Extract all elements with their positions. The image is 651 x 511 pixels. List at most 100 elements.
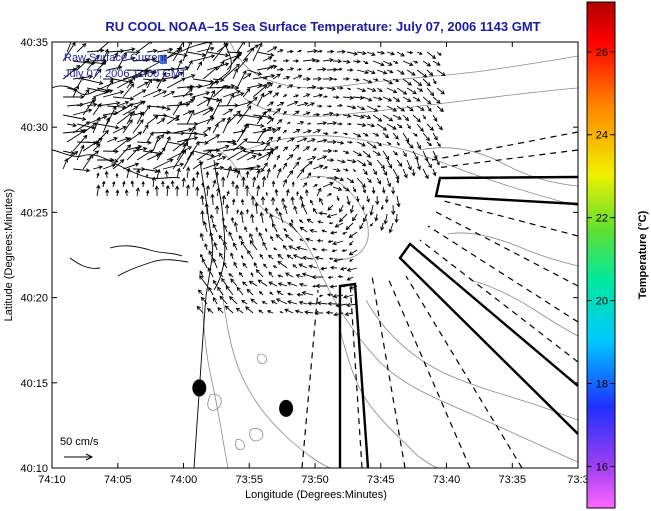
current-arrow	[319, 197, 324, 206]
current-arrow	[372, 96, 383, 101]
current-arrow	[282, 178, 288, 188]
current-arrow	[182, 87, 193, 98]
current-arrow	[298, 219, 304, 224]
current-arrow	[286, 121, 291, 125]
current-arrow	[316, 301, 328, 306]
current-arrow	[337, 103, 343, 108]
current-arrow	[276, 49, 284, 53]
current-arrow	[347, 122, 352, 126]
current-arrow	[216, 118, 226, 125]
current-arrow	[176, 59, 183, 71]
current-arrow	[432, 114, 438, 123]
current-arrow	[193, 132, 209, 137]
current-arrow	[175, 185, 180, 197]
current-arrow	[196, 97, 211, 107]
current-arrow	[186, 59, 193, 71]
current-arrow	[206, 134, 221, 143]
current-arrow	[221, 176, 226, 188]
current-arrow	[205, 170, 210, 179]
current-arrow	[66, 151, 79, 161]
current-arrow	[299, 238, 304, 242]
current-arrow	[432, 168, 437, 177]
current-arrow	[142, 88, 162, 98]
current-arrow	[292, 264, 298, 269]
current-arrow	[231, 180, 235, 188]
current-arrow	[307, 85, 317, 90]
current-arrow	[386, 141, 392, 146]
current-arrow	[235, 307, 244, 314]
current-arrow	[333, 78, 338, 81]
current-arrow	[206, 114, 214, 125]
current-arrow	[122, 83, 135, 98]
current-arrow	[240, 198, 245, 206]
current-arrow	[270, 235, 274, 242]
current-arrow	[372, 132, 380, 137]
current-arrow	[206, 308, 214, 314]
current-arrow	[249, 239, 258, 251]
current-arrow	[204, 243, 208, 251]
map-title: RU COOL NOAA–15 Sea Surface Temperature:…	[105, 19, 540, 34]
current-arrow	[416, 51, 423, 55]
current-arrow	[146, 153, 161, 161]
current-arrow	[318, 211, 328, 216]
current-arrow	[292, 129, 301, 134]
current-arrow	[402, 150, 407, 158]
current-arrow	[346, 276, 354, 281]
current-arrow	[416, 123, 424, 133]
current-arrow	[112, 159, 125, 170]
current-arrow	[287, 300, 298, 305]
current-arrow	[245, 170, 250, 179]
current-arrow	[376, 69, 388, 75]
current-arrow	[66, 42, 72, 53]
current-arrow	[112, 52, 118, 62]
current-arrow	[156, 134, 165, 143]
current-arrow	[182, 150, 194, 170]
current-arrow	[282, 244, 288, 251]
current-arrow	[407, 50, 414, 55]
current-arrow	[382, 78, 394, 85]
current-arrow	[132, 72, 148, 80]
current-arrow	[219, 252, 224, 260]
current-arrow	[271, 180, 276, 188]
current-arrow	[327, 158, 335, 163]
current-arrow	[206, 89, 216, 107]
current-arrow	[196, 80, 220, 89]
current-arrow	[327, 121, 338, 126]
current-arrow	[394, 213, 399, 224]
current-arrow	[200, 194, 205, 206]
current-arrow	[327, 204, 334, 211]
current-arrow	[172, 149, 187, 170]
current-arrow	[86, 115, 108, 125]
current-arrow	[302, 111, 311, 116]
current-arrow	[103, 149, 119, 154]
current-arrow	[226, 141, 238, 146]
current-arrow	[263, 263, 268, 269]
current-arrow	[436, 141, 441, 148]
y-tick-label: 40:15	[20, 378, 48, 390]
current-arrow	[339, 204, 344, 213]
current-arrow	[72, 134, 88, 152]
current-arrow	[406, 141, 414, 149]
current-arrow	[347, 68, 354, 72]
current-arrow	[217, 307, 224, 314]
current-arrow	[102, 163, 116, 170]
current-arrow	[316, 238, 324, 243]
current-arrow	[107, 104, 127, 110]
current-arrow	[362, 78, 373, 84]
current-arrow	[244, 184, 250, 196]
current-arrow	[219, 295, 228, 305]
current-arrow	[226, 148, 247, 161]
current-arrow	[82, 78, 104, 86]
current-arrow	[356, 177, 366, 188]
current-arrow	[135, 187, 140, 197]
current-arrow	[349, 204, 355, 214]
current-arrow	[236, 105, 252, 125]
current-arrow	[266, 82, 274, 89]
current-arrow	[221, 194, 226, 206]
current-arrow	[396, 195, 401, 208]
current-arrow	[266, 310, 274, 314]
current-arrow	[296, 101, 309, 107]
current-arrow	[228, 231, 234, 242]
current-arrow	[369, 204, 374, 216]
current-arrow	[292, 161, 300, 170]
